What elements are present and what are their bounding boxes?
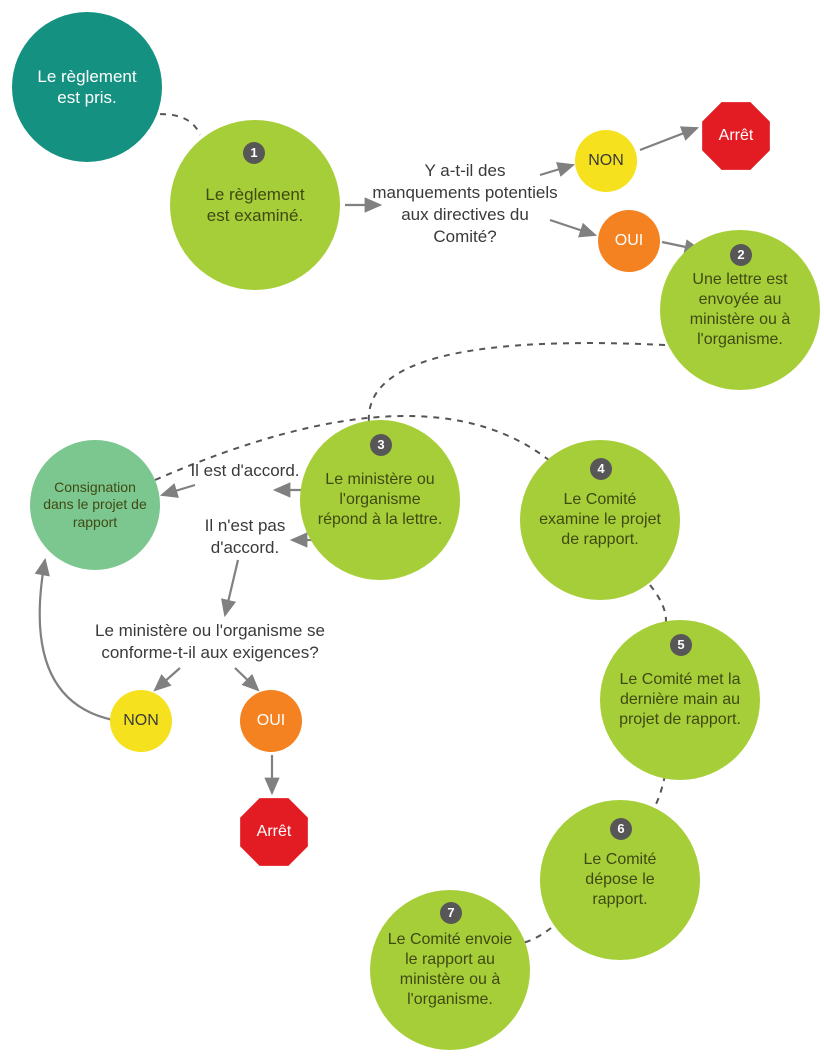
node-start: Le règlement est pris.: [12, 12, 162, 162]
edge-start-n1: [148, 114, 200, 135]
node-stop-2: Arrêt: [238, 796, 310, 868]
badge-5: 5: [670, 634, 692, 656]
node-non-1: NON: [575, 130, 637, 192]
node-stop-1: Arrêt: [700, 100, 772, 172]
badge-6: 6: [610, 818, 632, 840]
edge-q2-non2: [155, 668, 180, 690]
flowchart-stage: Le règlement est pris. 1 Le règlement es…: [0, 0, 824, 1058]
node-start-label: Le règlement est pris.: [30, 66, 144, 109]
node-step-5: 5 Le Comité met la dernière main au proj…: [600, 620, 760, 780]
node-step-1: 1 Le règlement est examiné.: [170, 120, 340, 290]
node-oui-2: OUI: [240, 690, 302, 752]
question-1: Y a-t-il des manquements potentiels aux …: [370, 160, 560, 248]
branch-disagree: Il n'est pas d'accord.: [175, 515, 315, 559]
badge-1: 1: [243, 142, 265, 164]
badge-7: 7: [440, 902, 462, 924]
node-step-3: 3 Le ministère ou l'organisme répond à l…: [300, 420, 460, 580]
edge-non-stop1: [640, 128, 697, 150]
edge-q2-oui2: [235, 668, 258, 690]
node-step-1-label: Le règlement est examiné.: [192, 184, 318, 227]
branch-agree: Il est d'accord.: [190, 460, 300, 482]
node-non-2: NON: [110, 690, 172, 752]
node-step-4: 4 Le Comité examine le projet de rapport…: [520, 440, 680, 600]
edge-agree-record: [162, 485, 195, 495]
question-2: Le ministère ou l'organisme se conforme-…: [60, 620, 360, 664]
node-step-2: 2 Une lettre est envoyée au ministère ou…: [660, 230, 820, 390]
edge-n2-n3: [369, 343, 665, 430]
node-step-6: 6 Le Comité dépose le rapport.: [540, 800, 700, 960]
badge-4: 4: [590, 458, 612, 480]
node-step-7: 7 Le Comité envoie le rapport au ministè…: [370, 890, 530, 1050]
node-oui-1: OUI: [598, 210, 660, 272]
badge-2: 2: [730, 244, 752, 266]
node-record: Consignation dans le projet de rapport: [30, 440, 160, 570]
edge-disagree-q2: [225, 560, 238, 615]
badge-3: 3: [370, 434, 392, 456]
